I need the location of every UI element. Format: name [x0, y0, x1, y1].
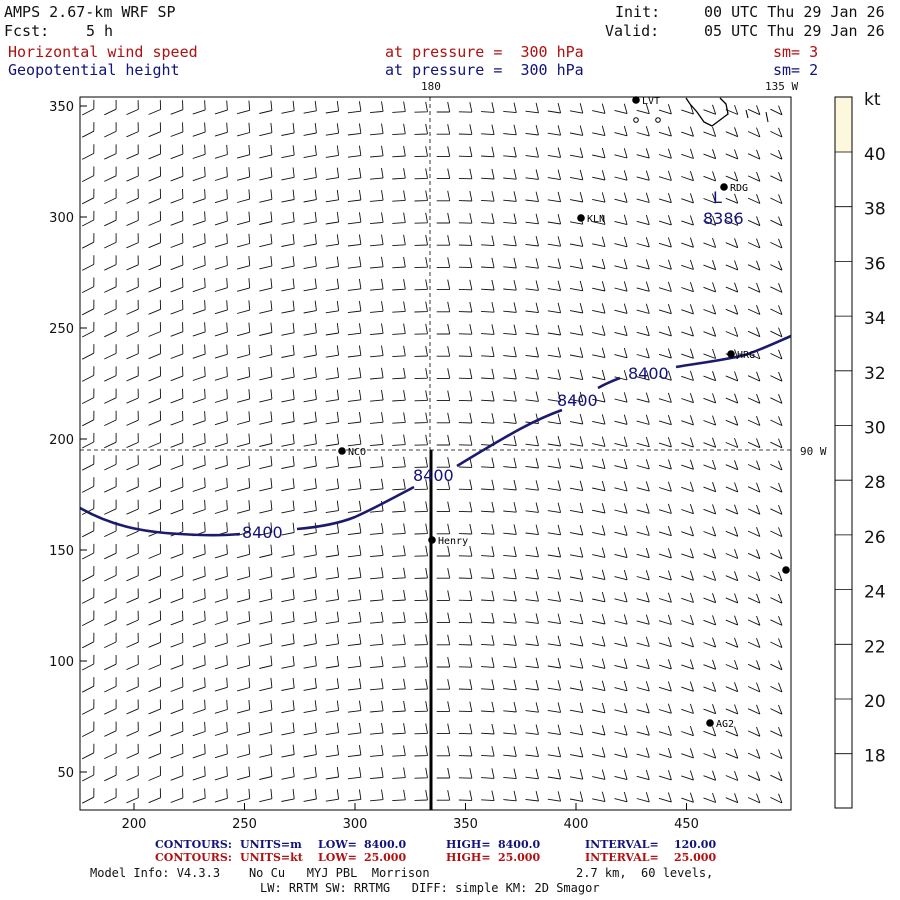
station-marker [428, 536, 436, 544]
station-label: RDG [730, 183, 748, 194]
station-marker [632, 96, 640, 104]
station-marker [577, 214, 585, 222]
valid-time: 05 UTC Thu 29 Jan 26 [704, 22, 885, 40]
contour-label: 8400 [242, 523, 283, 542]
x-tick-label: 450 [674, 817, 699, 832]
colorbar-swatch-top [835, 97, 852, 152]
y-tick-label: 50 [57, 766, 74, 781]
contour-row-wind-label: CONTOURS: [155, 851, 232, 864]
forecast-value: 5 h [86, 22, 114, 40]
contour-row-height-low: 8400.0 [364, 838, 407, 851]
colorbar-tick-label: 38 [864, 200, 886, 220]
station-label: AG2 [716, 719, 734, 730]
wind-barb-field [81, 99, 783, 804]
model-resolution: 2.7 km, 60 levels, [576, 866, 714, 880]
colorbar-tick-label: 36 [864, 254, 886, 274]
field2-smoothing: sm= 2 [773, 61, 819, 79]
colorbar-tick-label: 28 [864, 473, 886, 493]
station-marker [706, 719, 714, 727]
field1-smoothing: sm= 3 [773, 43, 819, 61]
lon-label-135w: 135 W [765, 80, 799, 93]
field1-name: Horizontal wind speed [8, 43, 198, 61]
colorbar-tick-label: 40 [864, 145, 886, 165]
low-marker: L [713, 188, 722, 207]
contour-row-wind-low-label: LOW= [318, 851, 357, 864]
map-frame [79, 96, 792, 811]
y-tick-label: 350 [49, 100, 74, 115]
colorbar-tick-label: 34 [864, 309, 886, 329]
contour-row-height-interval-label: INTERVAL= [585, 838, 659, 851]
station-marker [338, 447, 346, 455]
colorbar-tick-label: 22 [864, 637, 886, 657]
contour-row-wind-high: 25.000 [498, 851, 541, 864]
colorbar-unit: kt [864, 90, 881, 110]
contour-label: 8400 [413, 466, 454, 485]
colorbar-tick-label: 30 [864, 419, 886, 439]
model-info: Model Info: V4.3.3 No Cu MYJ PBL Morriso… [90, 866, 430, 880]
contour-row-height-high: 8400.0 [498, 838, 541, 851]
x-tick-label: 200 [122, 817, 147, 832]
contour-row-wind-low: 25.000 [364, 851, 407, 864]
x-tick-label: 350 [453, 817, 478, 832]
lon-label-180: 180 [421, 80, 441, 93]
colorbar: 40 38 36 34 32 30 28 26 24 22 20 18 [834, 96, 886, 809]
small-station-marker [633, 117, 639, 123]
forecast-label: Fcst: [4, 22, 50, 40]
field2-name: Geopotential height [8, 61, 180, 79]
model-title: AMPS 2.67-km WRF SP [4, 3, 176, 21]
low-value: 8386 [703, 209, 744, 228]
station-label: HRG [737, 350, 755, 361]
contour-row-height-high-label: HIGH= [446, 838, 491, 851]
colorbar-tick-label: 24 [864, 583, 886, 603]
station-marker [720, 183, 728, 191]
contour-row-height-low-label: LOW= [318, 838, 357, 851]
contour-row-wind-high-label: HIGH= [446, 851, 491, 864]
axes: 200 250 300 350 400 450 350 300 250 200 150 100 50 [49, 100, 699, 832]
contour-row-wind-interval: 25.000 [674, 851, 717, 864]
x-tick-label: 400 [564, 817, 589, 832]
contour-label: 8400 [557, 391, 598, 410]
colorbar-tick-label: 18 [864, 747, 886, 767]
colorbar-tick-label: 20 [864, 692, 886, 712]
station-marker [727, 350, 735, 358]
station-label: NCO [348, 447, 366, 458]
contour-row-height-label: CONTOURS: [155, 838, 232, 851]
colorbar-tick-label: 26 [864, 528, 886, 548]
contour-row-height-interval: 120.00 [674, 838, 717, 851]
station-label: LVT [642, 96, 660, 107]
init-label: Init: [615, 3, 661, 21]
colorbar-tick-label: 32 [864, 364, 886, 384]
colorbar-frame [834, 96, 853, 809]
field1-level: at pressure = 300 hPa [385, 43, 584, 61]
lon-label-90w: 90 W [800, 445, 827, 458]
coastline [685, 97, 769, 127]
x-tick-label: 250 [232, 817, 257, 832]
stations-layer: LVT RDG KLN HRG NCO Henry AG2 [338, 96, 790, 730]
y-tick-label: 250 [49, 322, 74, 337]
contour-row-height-units: UNITS=m [240, 838, 302, 851]
y-tick-label: 200 [49, 433, 74, 448]
small-station-marker [655, 117, 661, 123]
y-tick-label: 300 [49, 211, 74, 226]
init-time: 00 UTC Thu 29 Jan 26 [704, 3, 885, 21]
station-marker [782, 566, 790, 574]
valid-label: Valid: [605, 22, 660, 40]
y-tick-label: 100 [49, 655, 74, 670]
station-label: Henry [438, 536, 468, 547]
y-tick-label: 150 [49, 544, 74, 559]
x-tick-label: 300 [343, 817, 368, 832]
contour-label: 8400 [628, 364, 669, 383]
station-label: KLN [587, 214, 605, 225]
contour-row-wind-units: UNITS=kt [240, 851, 303, 864]
model-physics: LW: RRTM SW: RRTMG DIFF: simple KM: 2D S… [260, 881, 600, 895]
contour-row-wind-interval-label: INTERVAL= [585, 851, 659, 864]
height-contours [79, 334, 792, 537]
field2-level: at pressure = 300 hPa [385, 61, 584, 79]
wind-barbs-layer [81, 99, 783, 804]
